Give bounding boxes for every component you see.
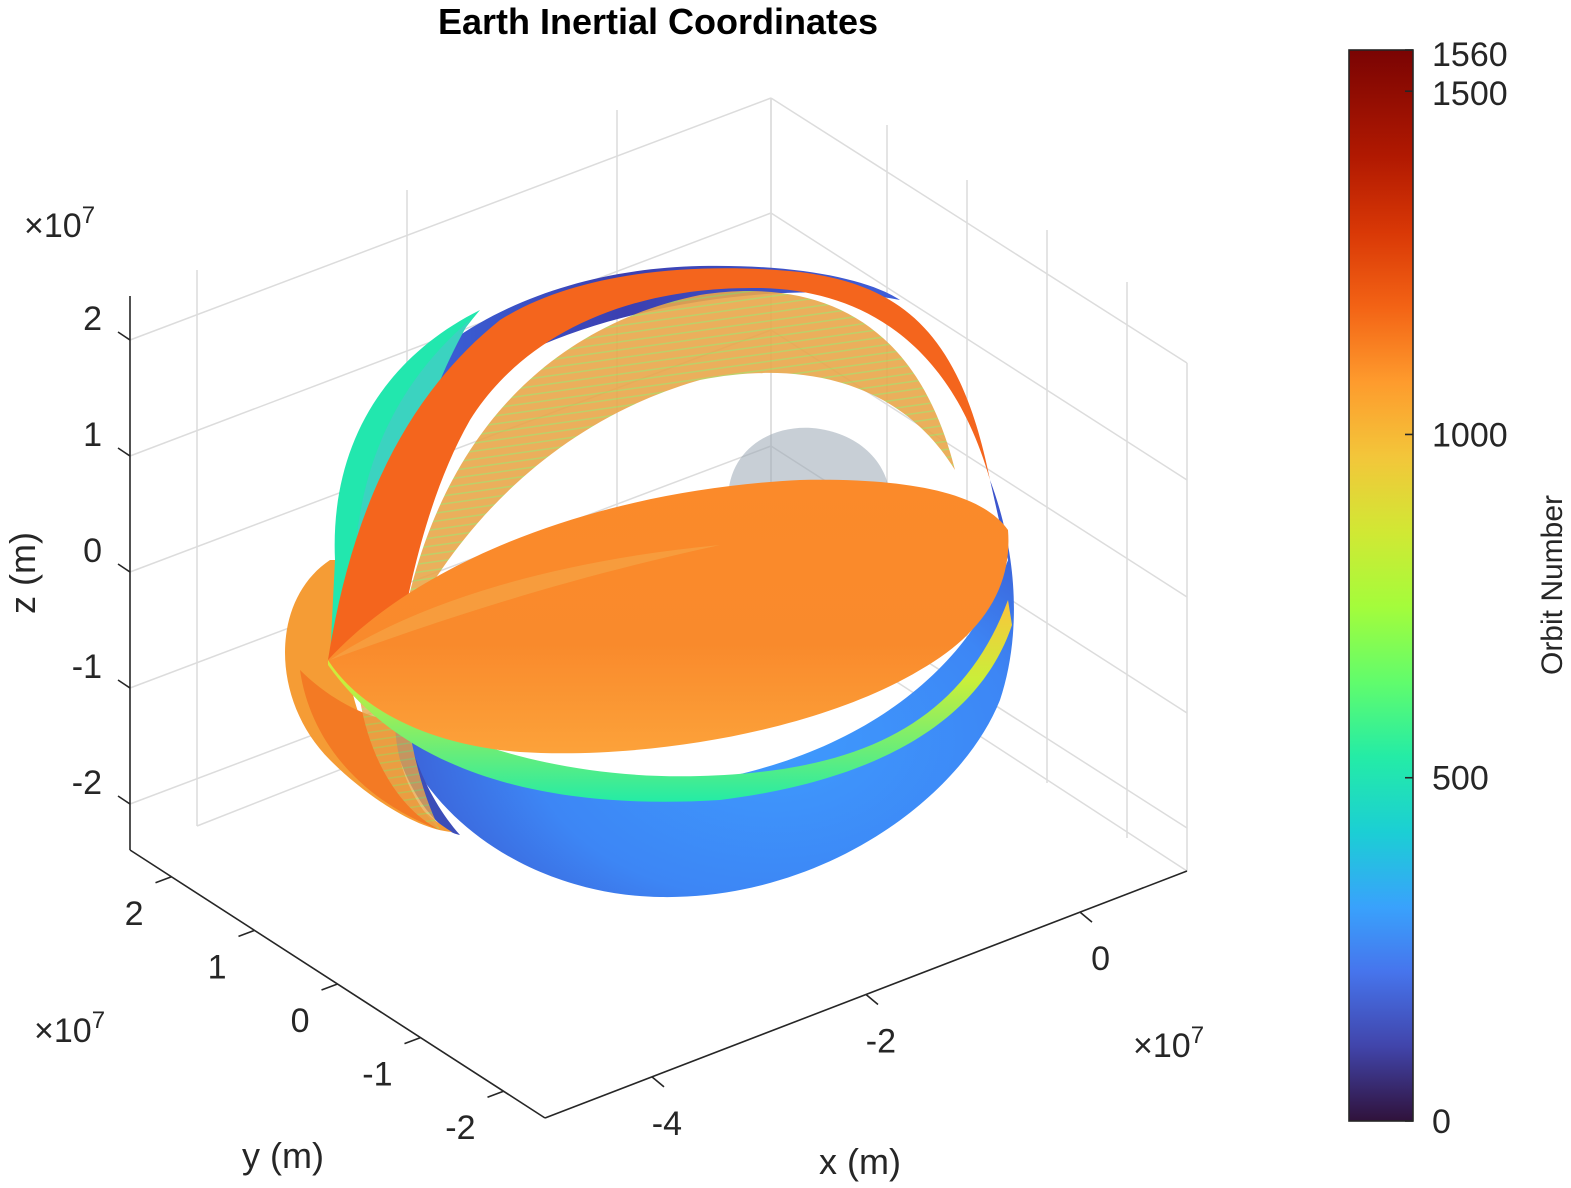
y-tick-mark (238, 929, 255, 938)
y-tick-label: 0 (291, 1002, 310, 1040)
chart-title: Earth Inertial Coordinates (438, 1, 878, 42)
x-tick-label: -2 (866, 1023, 896, 1061)
z-tick-label: -2 (72, 764, 102, 802)
colorbar-label: Orbit Number (1536, 495, 1569, 675)
surface-left-hatch (360, 700, 440, 830)
grid-line (770, 97, 1188, 364)
colorbar-tick-label: 1000 (1432, 416, 1508, 454)
z-tick-mark (117, 447, 131, 457)
colorbar-tick-label: 1500 (1432, 75, 1508, 113)
y-tick-label: -2 (445, 1109, 475, 1147)
colorbar-tick-label: 0 (1432, 1103, 1451, 1141)
grid-line (129, 97, 772, 341)
z-tick-label: 0 (83, 532, 102, 570)
z-tick-label: 2 (83, 300, 102, 338)
z-tick-mark (117, 331, 131, 341)
y-tick-mark (487, 1090, 504, 1098)
orbit-surface (285, 265, 1014, 898)
x-tick-label: 0 (1091, 940, 1110, 978)
y-axis-label: y (m) (242, 1135, 324, 1176)
grid-lines (129, 97, 1188, 872)
surface-equatorial-band-green (328, 600, 1012, 802)
grid-line (770, 212, 1188, 481)
y-tick-mark (321, 983, 338, 991)
x-axis-ticks: -4 -2 0 (651, 911, 1110, 1143)
z-axis-ticks: 2 1 0 -1 -2 (72, 300, 131, 805)
y-tick-label: -1 (362, 1056, 392, 1094)
y-tick-mark (155, 876, 172, 884)
surface-orange-meridian (328, 268, 990, 660)
surface-inner-shell (400, 291, 955, 640)
colorbar-tick-label: 1560 (1432, 36, 1508, 74)
y-axis-multiplier: ×107 (34, 1007, 105, 1050)
x-axis-label: x (m) (819, 1141, 901, 1182)
x-tick-mark (1079, 911, 1093, 923)
y-tick-mark (404, 1036, 421, 1045)
y-axis-ticks: 2 1 0 -1 -2 (125, 876, 504, 1147)
y-tick-label: 2 (125, 895, 144, 933)
z-tick-mark (117, 563, 131, 573)
z-tick-label: -1 (72, 648, 102, 686)
x-tick-mark (651, 1076, 665, 1088)
z-tick-mark (117, 679, 131, 689)
surface-front-orange-cap (328, 479, 1009, 754)
colorbar-tick-label: 500 (1432, 760, 1489, 798)
grid-line (129, 445, 772, 689)
surface-left-outer-orange-ring (285, 560, 452, 832)
colorbar-gradient (1348, 49, 1414, 1122)
x-tick-label: -4 (652, 1105, 682, 1143)
y-tick-label: 1 (208, 948, 227, 986)
x-tick-mark (865, 993, 879, 1006)
x-axis-multiplier: ×107 (1133, 1022, 1204, 1065)
z-axis-label: z (m) (2, 532, 43, 614)
z-axis-multiplier: ×107 (24, 202, 95, 245)
z-tick-mark (117, 795, 131, 805)
surface-lower-blue-sphere (380, 480, 1014, 898)
z-tick-label: 1 (83, 416, 102, 454)
